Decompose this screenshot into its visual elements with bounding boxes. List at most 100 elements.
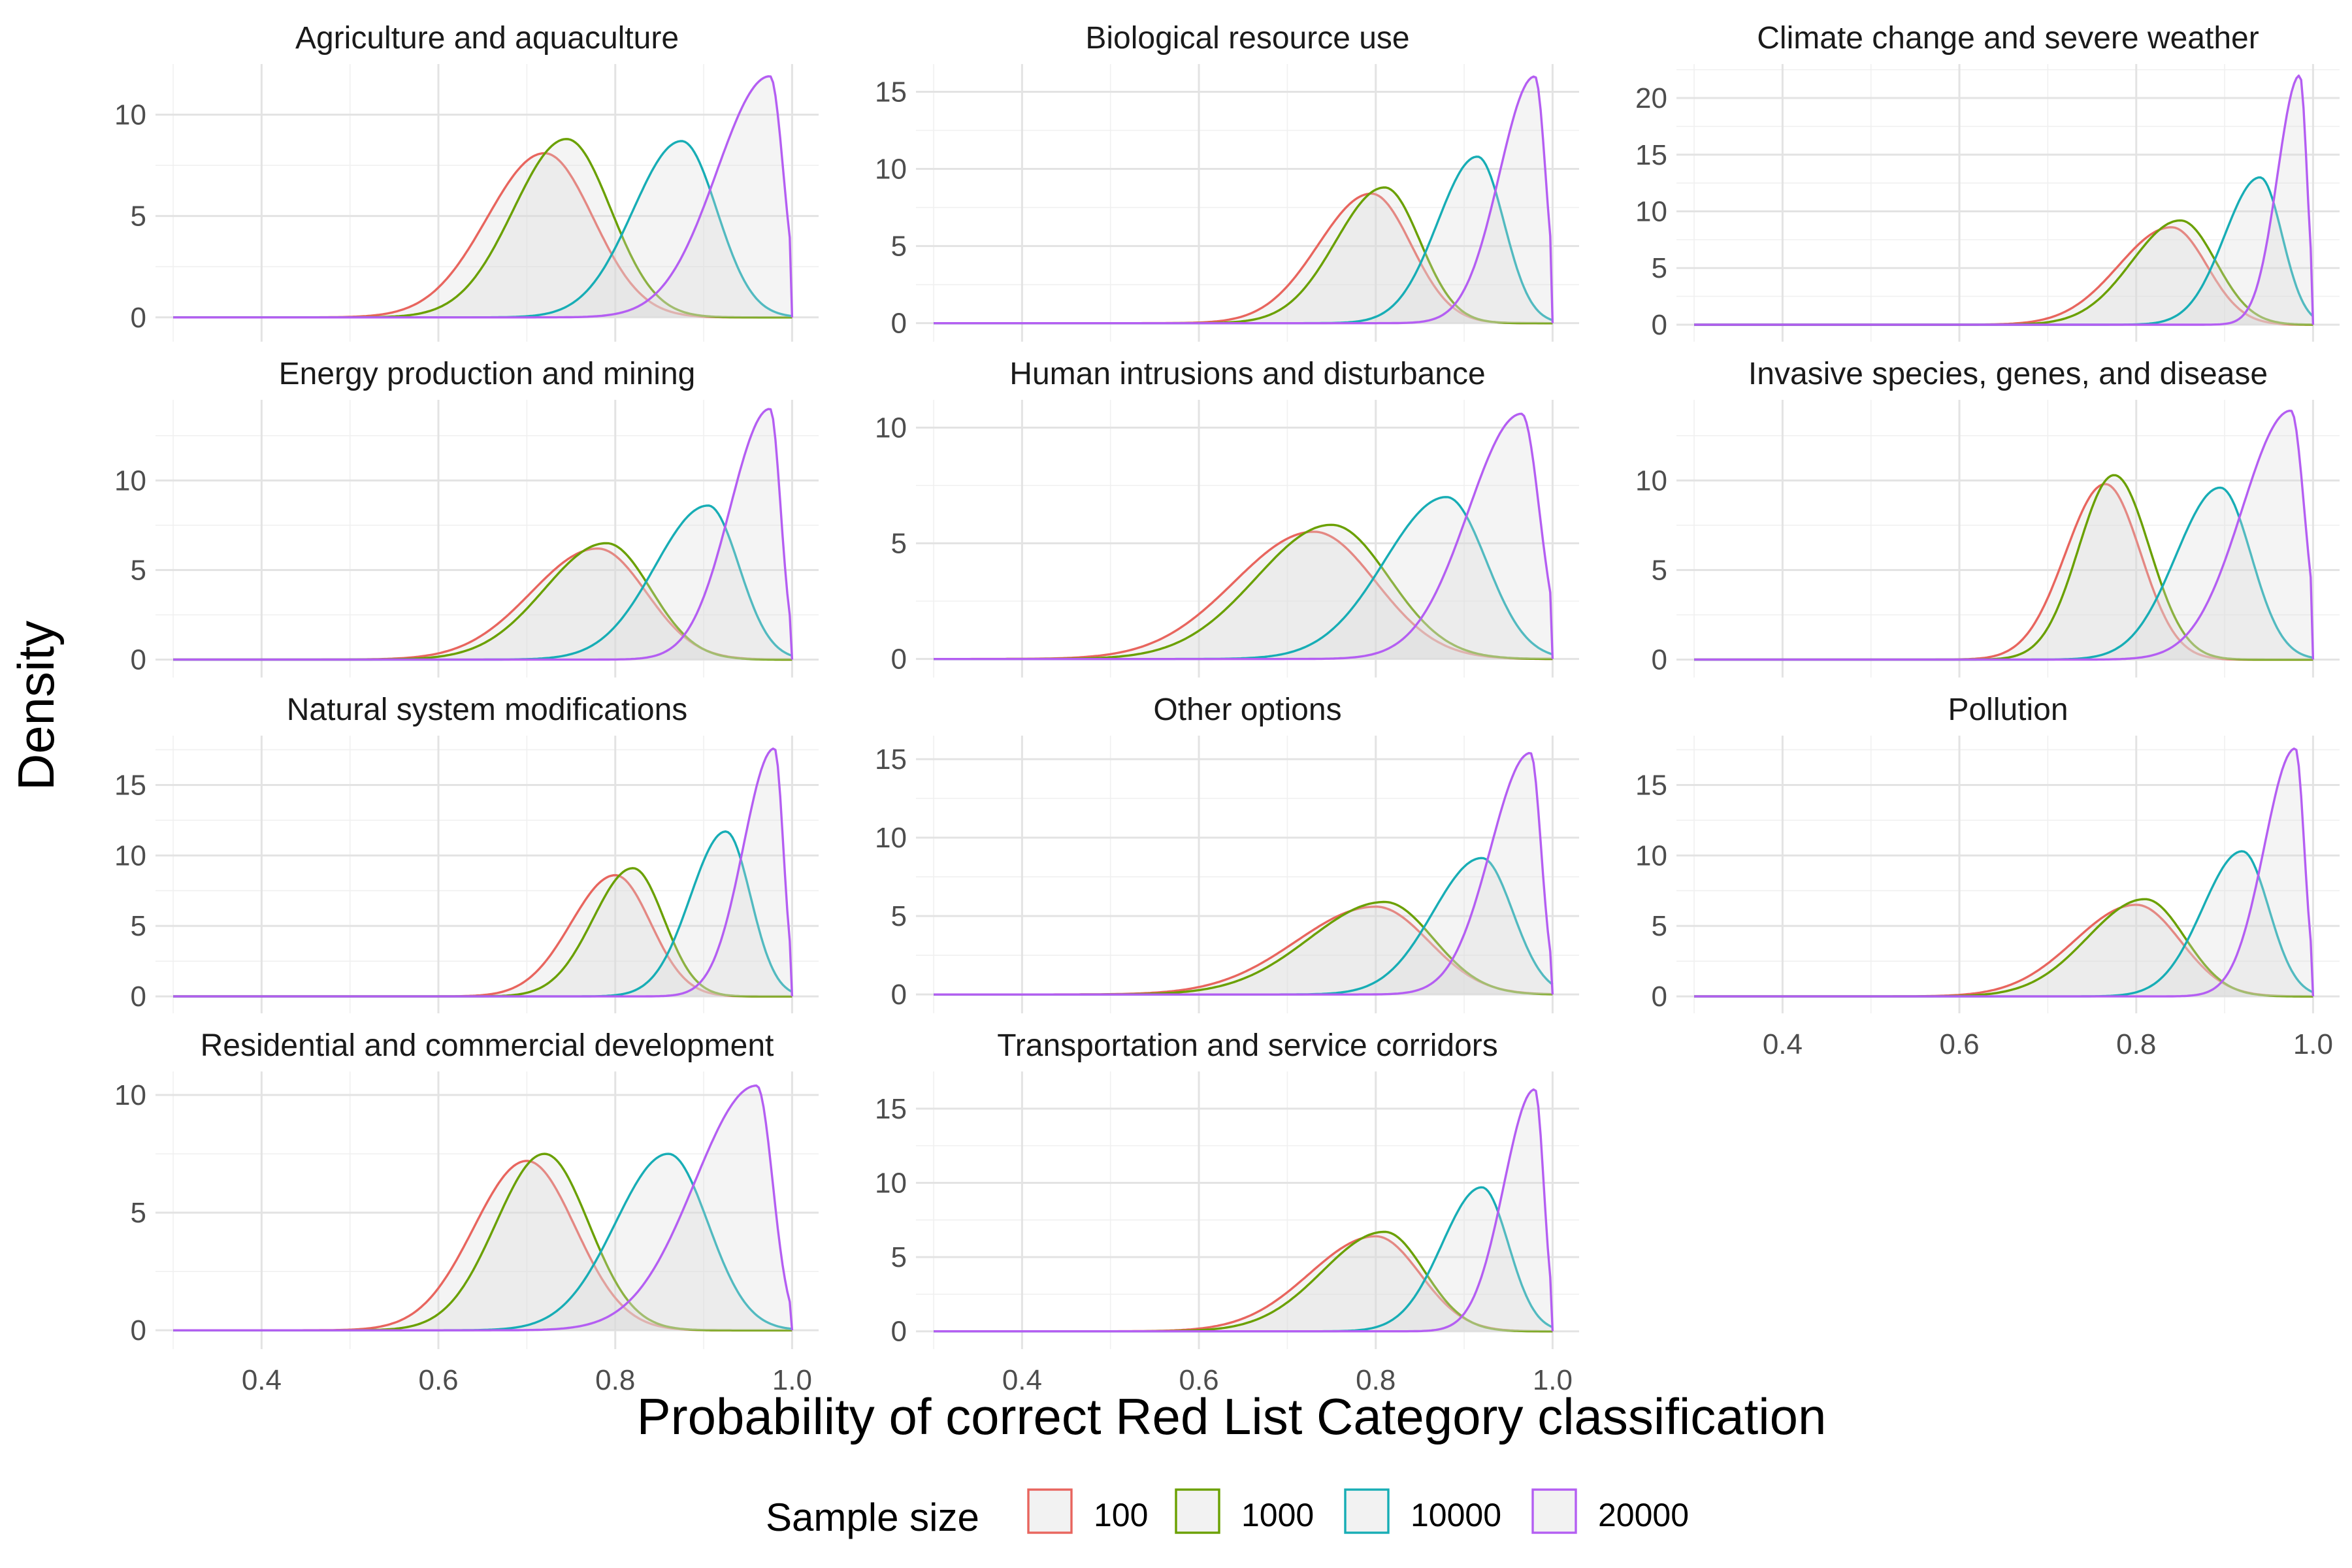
y-tick-label: 10 <box>875 412 907 444</box>
y-tick-label: 10 <box>114 99 146 131</box>
x-tick-label: 0.4 <box>242 1364 282 1396</box>
facet-panel: 0 5 10 Residential and commercial developme… <box>114 1028 819 1396</box>
facet-panel: 0 5 10 15 Transportation and service corrido… <box>875 1028 1579 1396</box>
y-tick-label: 5 <box>131 910 146 942</box>
facet-panel: 0 5 10 15 20 Climate change and severe weathe… <box>1635 21 2340 342</box>
x-tick-label: 0.8 <box>2116 1028 2156 1060</box>
y-tick-label: 5 <box>891 1241 907 1273</box>
y-tick-label: 5 <box>891 231 907 263</box>
y-tick-label: 10 <box>1635 196 1667 228</box>
facet-panel: 0 5 10 Energy production and mining <box>114 357 819 678</box>
density-area-1000 <box>173 139 792 318</box>
y-tick-label: 5 <box>1652 252 1667 284</box>
y-tick-label: 10 <box>1635 840 1667 872</box>
density-area-1000 <box>173 543 792 660</box>
y-tick-label: 0 <box>1652 309 1667 341</box>
density-area-1000 <box>173 868 792 997</box>
legend: Sample size 100 1000 10000 20000 <box>766 1488 1689 1539</box>
facet-panel: 0 5 10 Invasive species, genes, and disease <box>1635 357 2340 678</box>
legend-label: 100 <box>1094 1497 1148 1533</box>
density-line-20000 <box>173 1084 794 1331</box>
y-tick-label: 20 <box>1635 82 1667 114</box>
y-tick-label: 10 <box>114 840 146 872</box>
density-area-100 <box>1694 904 2313 997</box>
legend-item: 1000 <box>1175 1488 1314 1534</box>
y-tick-label: 5 <box>1652 910 1667 942</box>
y-tick-label: 15 <box>875 743 907 776</box>
facet-panel: 0 5 10 15 Pollution 0.4 0.6 0.8 1.0 <box>1635 693 2340 1060</box>
facet-title: Agriculture and aquaculture <box>295 21 679 56</box>
density-area-100 <box>934 193 1553 323</box>
x-tick-label: 1.0 <box>2293 1028 2333 1060</box>
density-area-20000 <box>934 76 1553 323</box>
y-tick-label: 0 <box>1652 644 1667 676</box>
density-area-100 <box>1694 227 2313 325</box>
y-tick-label: 15 <box>875 1093 907 1125</box>
legend-item: 10000 <box>1344 1488 1501 1534</box>
density-area-1000 <box>1694 475 2313 660</box>
x-tick-label: 0.4 <box>1002 1364 1042 1396</box>
x-tick-label: 0.6 <box>418 1364 458 1396</box>
y-tick-label: 0 <box>131 981 146 1013</box>
density-area-10000 <box>934 1187 1553 1331</box>
y-tick-label: 0 <box>891 644 907 676</box>
legend-label: 10000 <box>1411 1497 1501 1533</box>
density-area-20000 <box>173 409 792 660</box>
y-tick-label: 5 <box>131 1197 146 1229</box>
density-area-100 <box>173 1160 792 1331</box>
y-tick-label: 15 <box>1635 139 1667 171</box>
facet-title: Human intrusions and disturbance <box>1009 357 1485 391</box>
density-area-20000 <box>934 1089 1553 1331</box>
facet-panel: 0 5 10 15 Biological resource use <box>875 21 1579 342</box>
density-area-20000 <box>173 76 792 318</box>
x-tick-label: 1.0 <box>772 1364 812 1396</box>
y-tick-label: 10 <box>875 822 907 854</box>
legend-title: Sample size <box>766 1495 979 1539</box>
density-line-20000 <box>173 408 794 661</box>
legend-item: 20000 <box>1531 1488 1689 1534</box>
y-tick-label: 0 <box>891 308 907 340</box>
y-tick-label: 10 <box>114 465 146 497</box>
facet-title: Residential and commercial development <box>201 1028 774 1063</box>
density-area-1000 <box>934 902 1553 995</box>
legend-key <box>1175 1488 1220 1534</box>
facet-panel: 0 5 10 Agriculture and aquaculture <box>114 21 819 342</box>
y-tick-label: 10 <box>1635 465 1667 497</box>
facet-title: Natural system modifications <box>287 693 688 727</box>
x-tick-label: 0.6 <box>1939 1028 1979 1060</box>
density-area-1000 <box>1694 220 2313 325</box>
density-area-1000 <box>934 1232 1553 1331</box>
y-tick-label: 0 <box>891 1316 907 1348</box>
y-tick-label: 0 <box>131 644 146 676</box>
density-area-100 <box>934 531 1553 659</box>
x-tick-label: 0.8 <box>1356 1364 1396 1396</box>
legend-label: 1000 <box>1241 1497 1314 1533</box>
panels-layer: 0 5 10 Agriculture and aquaculture 0 5 10 15 Bio… <box>114 21 2340 1396</box>
density-area-10000 <box>173 141 792 318</box>
density-area-100 <box>934 1236 1553 1331</box>
y-tick-label: 0 <box>131 302 146 334</box>
density-line-20000 <box>934 1088 1554 1333</box>
y-tick-label: 15 <box>114 770 146 802</box>
legend-label: 20000 <box>1598 1497 1689 1533</box>
facet-title: Pollution <box>1948 693 2068 727</box>
density-area-1000 <box>1694 899 2313 997</box>
density-area-20000 <box>934 414 1553 659</box>
legend-key <box>1344 1488 1390 1534</box>
y-tick-label: 10 <box>875 154 907 186</box>
density-area-10000 <box>1694 851 2313 997</box>
density-area-100 <box>934 906 1553 995</box>
y-tick-label: 5 <box>131 201 146 233</box>
density-area-1000 <box>173 1154 792 1331</box>
density-area-10000 <box>173 505 792 660</box>
density-area-10000 <box>934 497 1553 659</box>
density-line-20000 <box>934 75 1554 325</box>
y-tick-label: 10 <box>875 1167 907 1199</box>
density-area-10000 <box>934 156 1553 323</box>
density-area-10000 <box>934 858 1553 995</box>
density-line-20000 <box>934 752 1554 996</box>
density-area-10000 <box>1694 177 2313 325</box>
facet-title: Invasive species, genes, and disease <box>1748 357 2268 391</box>
facet-title: Climate change and severe weather <box>1757 21 2259 56</box>
